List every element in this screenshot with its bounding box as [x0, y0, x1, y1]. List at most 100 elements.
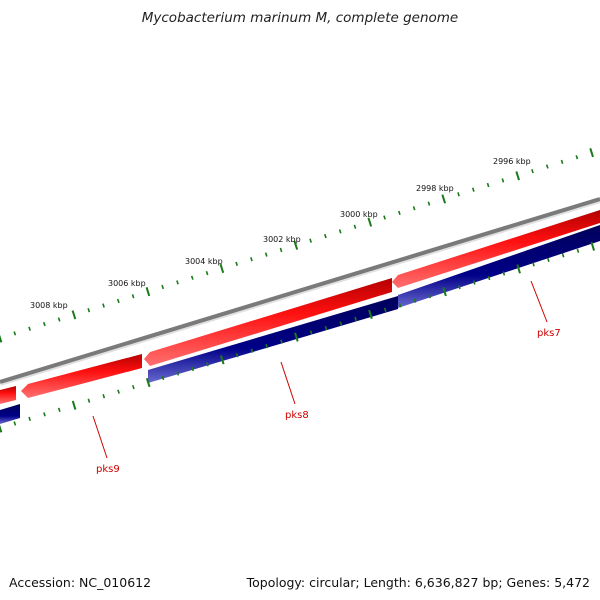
kbp-label-2996: 2996 kbp: [493, 157, 531, 166]
gene-pks7-forward[interactable]: [392, 210, 600, 288]
genome-summary-text: Topology: circular; Length: 6,636,827 bp…: [246, 575, 590, 590]
outer-tick: [515, 171, 520, 181]
inner-tick: [428, 294, 432, 299]
outer-tick: [589, 148, 594, 158]
inner-tick: [28, 416, 31, 422]
pks8-leader-line: [280, 361, 296, 405]
inner-tick: [590, 241, 596, 251]
inner-tick: [235, 353, 239, 358]
inner-tick: [43, 412, 46, 417]
outer-tick: [190, 275, 194, 280]
kbp-label-3000: 3000 kbp: [340, 210, 378, 219]
outer-tick: [486, 182, 490, 188]
outer-tick: [324, 233, 327, 239]
outer-tick: [0, 334, 3, 343]
inner-tick: [368, 309, 373, 319]
inner-tick: [71, 400, 77, 410]
outer-tick: [57, 317, 61, 322]
gene-pks8-forward[interactable]: [144, 278, 392, 366]
gene-pks9-forward[interactable]: [21, 354, 142, 398]
outer-tick: [161, 284, 165, 290]
outer-tick: [412, 206, 416, 211]
kbp-label-3008: 3008 kbp: [30, 301, 68, 310]
kbp-label-3004: 3004 kbp: [185, 257, 223, 266]
inner-tick: [0, 424, 3, 433]
outer-tick: [501, 178, 505, 183]
gene-label-pks9[interactable]: pks9: [96, 464, 120, 475]
outer-tick: [131, 294, 135, 299]
pks7-leader-line: [530, 280, 548, 323]
inner-tick: [13, 421, 17, 426]
inner-tick: [87, 398, 91, 403]
outer-tick: [279, 247, 283, 253]
inner-tick: [176, 371, 180, 376]
inner-tick: [309, 330, 313, 335]
genome-backbone-line: [0, 197, 600, 384]
inner-tick: [102, 394, 106, 399]
inner-tick: [220, 355, 225, 365]
outer-tick-ring: [0, 148, 594, 343]
inner-tick: [117, 389, 120, 394]
gene-pks8-reverse[interactable]: [148, 296, 398, 383]
inner-tick: [280, 339, 283, 344]
outer-tick: [441, 194, 447, 204]
outer-tick: [531, 169, 534, 174]
outer-tick: [397, 210, 401, 216]
inner-tick: [294, 332, 299, 342]
inner-tick: [413, 298, 417, 303]
kbp-label-3006: 3006 kbp: [108, 279, 146, 288]
inner-tick: [265, 344, 269, 349]
inner-tick: [206, 362, 209, 367]
kbp-label-3002: 3002 kbp: [263, 235, 301, 244]
gene-partial-forward[interactable]: [0, 386, 16, 404]
inner-tick: [458, 284, 461, 290]
inner-tick: [324, 325, 328, 331]
inner-tick: [546, 257, 550, 263]
inner-tick: [161, 375, 165, 381]
outer-tick: [219, 263, 225, 274]
inner-tick: [502, 271, 506, 276]
gene-pks7-reverse[interactable]: [398, 225, 600, 308]
outer-tick: [457, 192, 460, 197]
accession-text: Accession: NC_010612: [9, 575, 152, 590]
outer-tick: [383, 215, 386, 220]
outer-tick: [205, 270, 209, 276]
outer-tick: [28, 326, 31, 331]
outer-tick: [102, 303, 105, 308]
outer-tick: [145, 287, 151, 297]
outer-tick: [367, 217, 373, 227]
inner-tick: [57, 407, 61, 412]
outer-tick: [250, 257, 253, 262]
inner-tick: [532, 262, 535, 267]
kbp-label-2998: 2998 kbp: [416, 184, 454, 193]
outer-tick: [43, 321, 46, 327]
outer-tick: [116, 298, 120, 304]
gene-label-pks8[interactable]: pks8: [285, 410, 309, 421]
outer-tick: [575, 155, 579, 160]
inner-tick: [354, 316, 358, 322]
outer-tick: [427, 201, 431, 206]
inner-tick: [398, 303, 402, 308]
outer-tick: [545, 164, 549, 169]
outer-tick: [235, 261, 239, 266]
inner-tick: [339, 321, 343, 326]
gene-partial-reverse[interactable]: [0, 404, 20, 424]
inner-tick: [561, 253, 565, 258]
gene-label-pks7[interactable]: pks7: [537, 328, 561, 339]
outer-tick: [560, 159, 564, 165]
reverse-strand-genes: [0, 225, 600, 424]
kbp-label-group: 2996 kbp 2998 kbp 3000 kbp 3002 kbp 3004…: [30, 157, 531, 310]
inner-tick: [472, 280, 476, 285]
outer-tick: [353, 224, 357, 229]
outer-tick: [87, 308, 91, 313]
inner-tick: [576, 248, 580, 253]
outer-tick: [309, 238, 312, 243]
forward-strand-genes: [0, 210, 600, 404]
outer-tick: [338, 229, 342, 234]
outer-tick: [264, 252, 268, 257]
inner-tick: [487, 275, 491, 281]
inner-tick-ring: [0, 241, 596, 433]
outer-tick: [71, 310, 77, 320]
inner-tick: [132, 384, 135, 390]
